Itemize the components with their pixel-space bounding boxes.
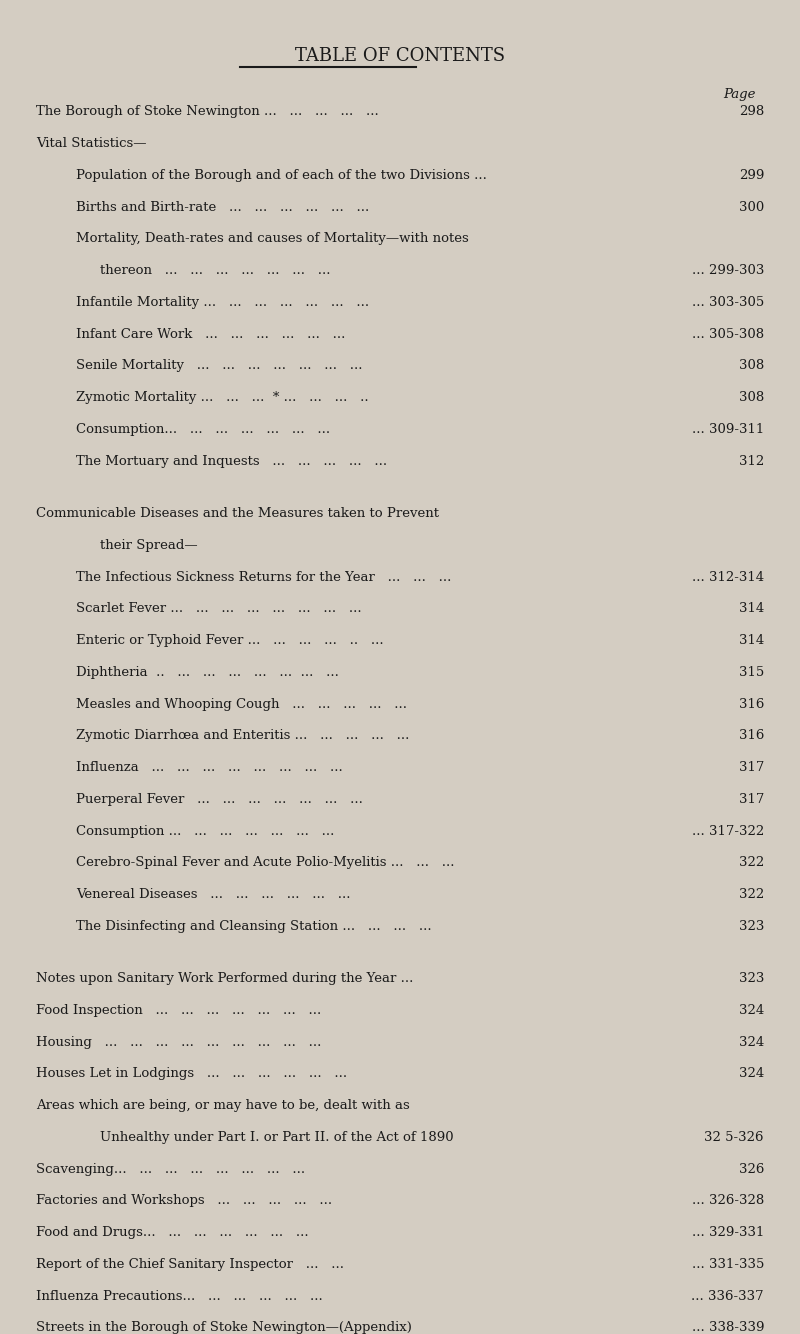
- Text: ... 336-337: ... 336-337: [691, 1290, 764, 1302]
- Text: Births and Birth-rate   ...   ...   ...   ...   ...   ...: Births and Birth-rate ... ... ... ... ..…: [76, 200, 370, 213]
- Text: ... 331-335: ... 331-335: [692, 1258, 764, 1271]
- Text: Zymotic Diarrhœa and Enteritis ...   ...   ...   ...   ...: Zymotic Diarrhœa and Enteritis ... ... .…: [76, 730, 410, 742]
- Text: 312: 312: [738, 455, 764, 468]
- Text: ... 303-305: ... 303-305: [692, 296, 764, 309]
- Text: Diphtheria  ..   ...   ...   ...   ...   ...  ...   ...: Diphtheria .. ... ... ... ... ... ... ..…: [76, 666, 339, 679]
- Text: Consumption...   ...   ...   ...   ...   ...   ...: Consumption... ... ... ... ... ... ...: [76, 423, 330, 436]
- Text: 326: 326: [738, 1163, 764, 1175]
- Text: 323: 323: [738, 919, 764, 932]
- Text: Food Inspection   ...   ...   ...   ...   ...   ...   ...: Food Inspection ... ... ... ... ... ... …: [36, 1005, 322, 1017]
- Text: Senile Mortality   ...   ...   ...   ...   ...   ...   ...: Senile Mortality ... ... ... ... ... ...…: [76, 359, 362, 372]
- Text: Areas which are being, or may have to be, dealt with as: Areas which are being, or may have to be…: [36, 1099, 410, 1113]
- Text: Notes upon Sanitary Work Performed during the Year ...: Notes upon Sanitary Work Performed durin…: [36, 972, 414, 984]
- Text: 322: 322: [738, 856, 764, 870]
- Text: 298: 298: [738, 105, 764, 119]
- Text: 314: 314: [738, 634, 764, 647]
- Text: 317: 317: [738, 760, 764, 774]
- Text: Infantile Mortality ...   ...   ...   ...   ...   ...   ...: Infantile Mortality ... ... ... ... ... …: [76, 296, 369, 309]
- Text: Enteric or Typhoid Fever ...   ...   ...   ...   ..   ...: Enteric or Typhoid Fever ... ... ... ...…: [76, 634, 384, 647]
- Text: Houses Let in Lodgings   ...   ...   ...   ...   ...   ...: Houses Let in Lodgings ... ... ... ... .…: [36, 1067, 347, 1081]
- Text: Communicable Diseases and the Measures taken to Prevent: Communicable Diseases and the Measures t…: [36, 507, 439, 520]
- Text: 316: 316: [738, 698, 764, 711]
- Text: Mortality, Death-rates and causes of Mortality—with notes: Mortality, Death-rates and causes of Mor…: [76, 232, 469, 245]
- Text: 300: 300: [738, 200, 764, 213]
- Text: ... 299-303: ... 299-303: [692, 264, 764, 277]
- Text: Infant Care Work   ...   ...   ...   ...   ...   ...: Infant Care Work ... ... ... ... ... ...: [76, 328, 346, 340]
- Text: Streets in the Borough of Stoke Newington—(Appendix): Streets in the Borough of Stoke Newingto…: [36, 1322, 412, 1334]
- Text: Scavenging...   ...   ...   ...   ...   ...   ...   ...: Scavenging... ... ... ... ... ... ... ..…: [36, 1163, 305, 1175]
- Text: 324: 324: [738, 1005, 764, 1017]
- Text: The Mortuary and Inquests   ...   ...   ...   ...   ...: The Mortuary and Inquests ... ... ... ..…: [76, 455, 387, 468]
- Text: 308: 308: [738, 391, 764, 404]
- Text: Report of the Chief Sanitary Inspector   ...   ...: Report of the Chief Sanitary Inspector .…: [36, 1258, 344, 1271]
- Text: Zymotic Mortality ...   ...   ...  * ...   ...   ...   ..: Zymotic Mortality ... ... ... * ... ... …: [76, 391, 369, 404]
- Text: 314: 314: [738, 602, 764, 615]
- Text: 324: 324: [738, 1035, 764, 1049]
- Text: Unhealthy under Part I. or Part II. of the Act of 1890: Unhealthy under Part I. or Part II. of t…: [100, 1131, 454, 1143]
- Text: 324: 324: [738, 1067, 764, 1081]
- Text: their Spread—: their Spread—: [100, 539, 198, 552]
- Text: 322: 322: [738, 888, 764, 900]
- Text: Population of the Borough and of each of the two Divisions ...: Population of the Borough and of each of…: [76, 169, 487, 181]
- Text: ... 309-311: ... 309-311: [692, 423, 764, 436]
- Text: The Borough of Stoke Newington ...   ...   ...   ...   ...: The Borough of Stoke Newington ... ... .…: [36, 105, 378, 119]
- Text: ... 317-322: ... 317-322: [692, 824, 764, 838]
- Text: 308: 308: [738, 359, 764, 372]
- Text: ... 326-328: ... 326-328: [692, 1194, 764, 1207]
- Text: 317: 317: [738, 792, 764, 806]
- Text: Puerperal Fever   ...   ...   ...   ...   ...   ...   ...: Puerperal Fever ... ... ... ... ... ... …: [76, 792, 363, 806]
- Text: Measles and Whooping Cough   ...   ...   ...   ...   ...: Measles and Whooping Cough ... ... ... .…: [76, 698, 407, 711]
- Text: 32 5-326: 32 5-326: [705, 1131, 764, 1143]
- Text: ... 305-308: ... 305-308: [692, 328, 764, 340]
- Text: 315: 315: [738, 666, 764, 679]
- Text: Housing   ...   ...   ...   ...   ...   ...   ...   ...   ...: Housing ... ... ... ... ... ... ... ... …: [36, 1035, 322, 1049]
- Text: Scarlet Fever ...   ...   ...   ...   ...   ...   ...   ...: Scarlet Fever ... ... ... ... ... ... ..…: [76, 602, 362, 615]
- Text: Vital Statistics—: Vital Statistics—: [36, 137, 146, 151]
- Text: The Infectious Sickness Returns for the Year   ...   ...   ...: The Infectious Sickness Returns for the …: [76, 571, 451, 583]
- Text: Cerebro-Spinal Fever and Acute Polio-Myelitis ...   ...   ...: Cerebro-Spinal Fever and Acute Polio-Mye…: [76, 856, 454, 870]
- Text: Page: Page: [723, 88, 756, 101]
- Text: 316: 316: [738, 730, 764, 742]
- Text: ... 312-314: ... 312-314: [692, 571, 764, 583]
- Text: Food and Drugs...   ...   ...   ...   ...   ...   ...: Food and Drugs... ... ... ... ... ... ..…: [36, 1226, 309, 1239]
- Text: TABLE OF CONTENTS: TABLE OF CONTENTS: [295, 47, 505, 64]
- Text: Influenza   ...   ...   ...   ...   ...   ...   ...   ...: Influenza ... ... ... ... ... ... ... ..…: [76, 760, 342, 774]
- Text: Venereal Diseases   ...   ...   ...   ...   ...   ...: Venereal Diseases ... ... ... ... ... ..…: [76, 888, 350, 900]
- Text: thereon   ...   ...   ...   ...   ...   ...   ...: thereon ... ... ... ... ... ... ...: [100, 264, 330, 277]
- Text: The Disinfecting and Cleansing Station ...   ...   ...   ...: The Disinfecting and Cleansing Station .…: [76, 919, 432, 932]
- Text: Consumption ...   ...   ...   ...   ...   ...   ...: Consumption ... ... ... ... ... ... ...: [76, 824, 334, 838]
- Text: 299: 299: [738, 169, 764, 181]
- Text: 323: 323: [738, 972, 764, 984]
- Text: Factories and Workshops   ...   ...   ...   ...   ...: Factories and Workshops ... ... ... ... …: [36, 1194, 332, 1207]
- Text: ... 329-331: ... 329-331: [692, 1226, 764, 1239]
- Text: Influenza Precautions...   ...   ...   ...   ...   ...: Influenza Precautions... ... ... ... ...…: [36, 1290, 322, 1302]
- Text: ... 338-339: ... 338-339: [691, 1322, 764, 1334]
